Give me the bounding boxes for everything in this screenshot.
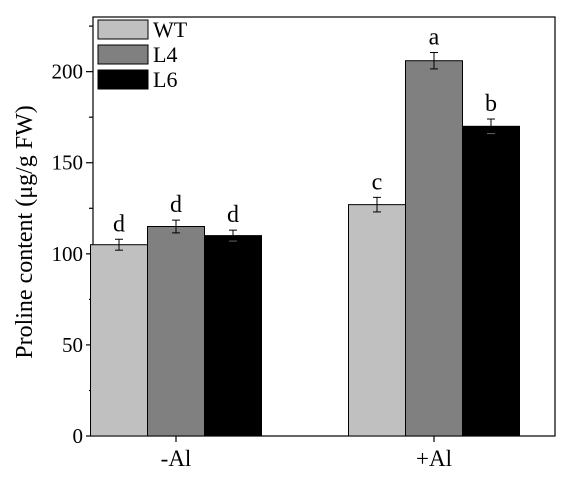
significance-letter: c [372, 169, 383, 195]
bar-l4-plus-al [405, 60, 463, 437]
legend-label-l6: L6 [153, 67, 177, 92]
bar-wt-minus-al [90, 244, 148, 437]
bar-wt-plus-al [348, 204, 406, 437]
bar-l6-minus-al [204, 235, 262, 437]
labels: d d d c a b [113, 25, 497, 238]
bars [90, 52, 520, 437]
x-category-label: +Al [416, 446, 452, 471]
bar-l6-plus-al [462, 125, 520, 437]
significance-letter: d [227, 202, 239, 228]
y-tick-label: 50 [62, 333, 83, 357]
y-tick-label: 0 [73, 424, 84, 448]
significance-letter: d [113, 211, 125, 237]
plot-frame [92, 16, 556, 437]
y-tick-label: 100 [52, 242, 84, 266]
significance-letter: d [170, 192, 182, 218]
y-axis-label: Proline content (μg/g FW) [12, 105, 38, 359]
legend-swatch-wt [97, 19, 149, 40]
bar-l4-minus-al [147, 226, 205, 437]
legend-label-wt: WT [153, 17, 188, 42]
legend-label-l4: L4 [153, 42, 177, 67]
x-category-label: -Al [161, 446, 192, 471]
significance-letter: b [485, 91, 497, 117]
axes: 0 50 100 150 200 -Al +Al [52, 16, 556, 471]
y-tick-label: 150 [52, 151, 84, 175]
legend-swatch-l6 [97, 69, 149, 90]
legend-swatch-l4 [97, 44, 149, 65]
y-tick-label: 200 [52, 60, 84, 84]
significance-letter: a [429, 25, 440, 51]
